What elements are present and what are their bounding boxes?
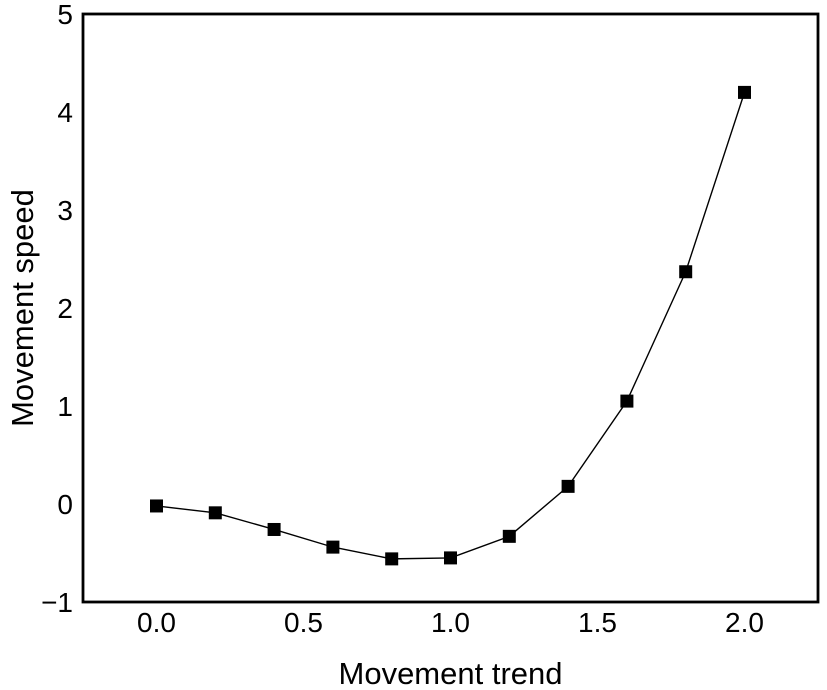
- data-point-marker: [150, 499, 163, 513]
- data-point-marker: [502, 529, 516, 543]
- y-tick-label: 4: [57, 97, 73, 128]
- x-tick-label: 0.5: [284, 607, 323, 638]
- y-axis-title: Movement speed: [5, 189, 40, 427]
- data-point-marker: [385, 552, 399, 566]
- x-axis-title: Movement trend: [339, 656, 563, 690]
- data-point-marker: [267, 522, 281, 536]
- x-tick-label: 1.0: [431, 607, 470, 638]
- data-series: [150, 85, 751, 566]
- data-point-marker: [738, 85, 751, 99]
- x-tick-label: 2.0: [725, 607, 764, 638]
- data-point-marker: [326, 540, 340, 554]
- x-tick-label: 0.0: [137, 607, 176, 638]
- x-tick-label: 1.5: [578, 607, 617, 638]
- y-tick-label: −1: [41, 587, 73, 618]
- y-tick-label: 2: [57, 293, 73, 324]
- y-tick-label: 3: [57, 195, 73, 226]
- y-tick-label: 0: [57, 489, 73, 520]
- data-point-marker: [208, 506, 222, 520]
- y-tick-label: 5: [57, 0, 73, 30]
- x-axis-tick-labels: 0.0 0.5 1.0 1.5 2.0: [137, 607, 764, 638]
- plot-area-border: [81, 12, 820, 604]
- data-point-marker: [444, 551, 457, 565]
- data-point-marker: [620, 394, 634, 408]
- y-tick-label: 1: [57, 391, 73, 422]
- data-point-marker: [561, 479, 575, 493]
- series-line: [156, 92, 746, 560]
- data-point-marker: [679, 265, 693, 279]
- y-axis-tick-labels: −1 0 1 2 3 4 5: [41, 0, 73, 618]
